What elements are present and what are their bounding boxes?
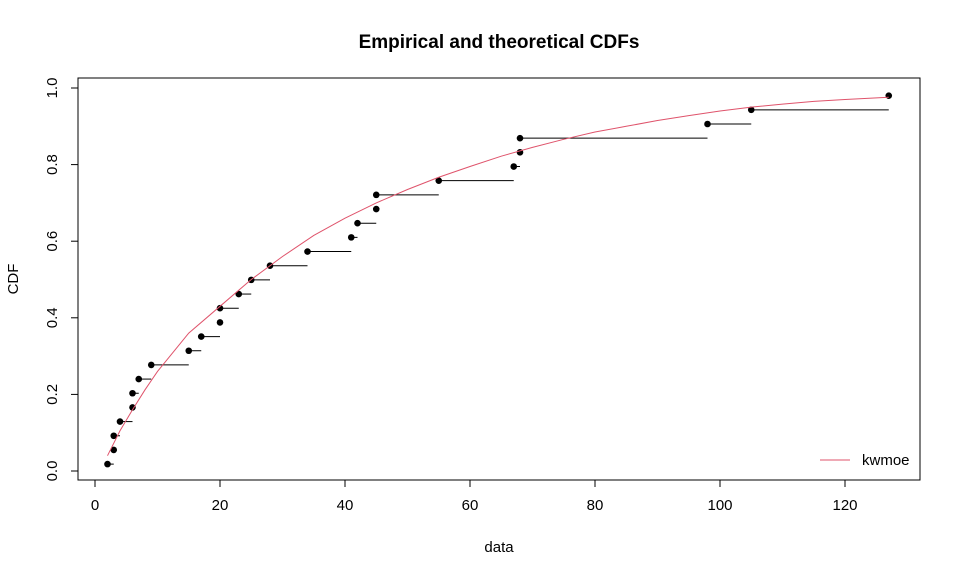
x-axis: 0 20 40 60 80 100 120 [91,479,858,514]
y-axis-label: CDF [5,264,22,295]
chart-title: Empirical and theoretical CDFs [359,32,640,53]
x-tick-label: 40 [337,497,354,514]
ecdf-point [135,375,143,383]
ecdf-point [216,304,224,312]
x-tick-label: 20 [212,497,229,514]
ecdf-point [435,177,443,184]
ecdf-point [235,290,243,298]
x-tick-label: 0 [91,497,99,514]
x-tick-label: 120 [832,497,857,514]
ecdf-point [129,404,136,411]
y-tick-label: 0.0 [44,461,61,482]
ecdf-point [516,134,524,142]
x-tick-label: 100 [707,497,732,514]
legend: kwmoe [820,452,910,469]
x-tick-label: 60 [462,497,479,514]
ecdf-point [197,333,205,340]
ecdf-point [885,92,893,99]
ecdf-point [747,106,755,114]
empirical-cdf-series [104,92,893,468]
legend-label-kwmoe: kwmoe [862,452,910,469]
y-tick-label: 0.6 [44,231,61,252]
theoretical-cdf-line [107,96,889,456]
ecdf-point [354,219,361,227]
x-tick-label: 80 [587,497,604,514]
x-axis-label: data [484,539,514,556]
ecdf-point [185,347,193,355]
ecdf-point [304,248,311,255]
y-tick-label: 1.0 [44,78,61,99]
ecdf-point [104,460,111,468]
ecdf-point [129,389,136,397]
y-axis: 0.0 0.2 0.4 0.6 0.8 1.0 [44,78,79,482]
plot-box [77,77,921,481]
y-tick-label: 0.4 [44,307,61,328]
ecdf-point [510,163,518,170]
ecdf-point [216,319,224,326]
ecdf-point [347,234,355,241]
ecdf-point [110,432,118,440]
ecdf-point [116,418,124,425]
ecdf-point [110,446,118,454]
ecdf-point [704,120,711,128]
ecdf-point [372,205,380,213]
y-tick-label: 0.8 [44,154,61,175]
y-tick-label: 0.2 [44,384,61,405]
ecdf-point [372,191,380,199]
ecdf-point [147,361,155,369]
